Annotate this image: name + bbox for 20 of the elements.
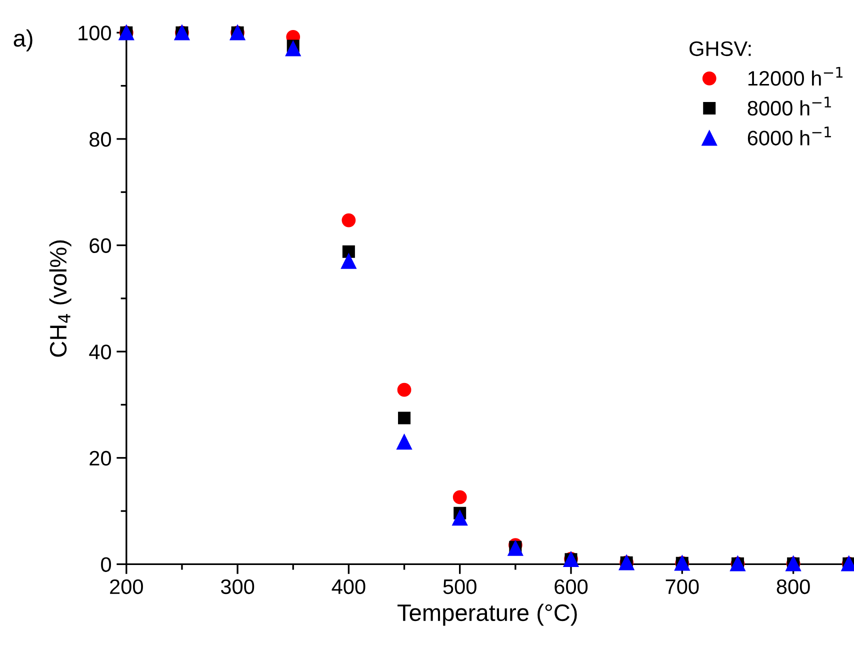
legend-label: 6000 h$^{−1}$ [748, 126, 831, 146]
legend-label: 12000 h$^{−1}$ [748, 66, 843, 86]
x-tick-label: 300 [220, 579, 254, 594]
x-tick-label: 500 [443, 579, 476, 594]
x-axis-title: Temperature (°C) [398, 604, 577, 626]
y-axis-title: CH$_{4}$ (vol%) [49, 240, 72, 357]
legend-label: 8000 h$^{−1}$ [748, 96, 831, 116]
legend-title: GHSV: [690, 41, 751, 56]
x-tick-label: 200 [110, 579, 143, 594]
y-tick-label: 80 [90, 132, 111, 147]
y-tick-label: 60 [90, 238, 111, 254]
y-tick-label: 0 [101, 557, 111, 572]
text: a) [14, 29, 32, 52]
y-tick-label: 100 [78, 26, 111, 40]
x-tick-label: 700 [666, 579, 699, 594]
x-tick-label: 400 [332, 579, 366, 594]
x-tick-label: 800 [776, 579, 810, 594]
y-tick-label: 40 [89, 344, 111, 360]
y-tick-label: 20 [90, 450, 111, 466]
x-tick-label: 600 [554, 579, 588, 594]
